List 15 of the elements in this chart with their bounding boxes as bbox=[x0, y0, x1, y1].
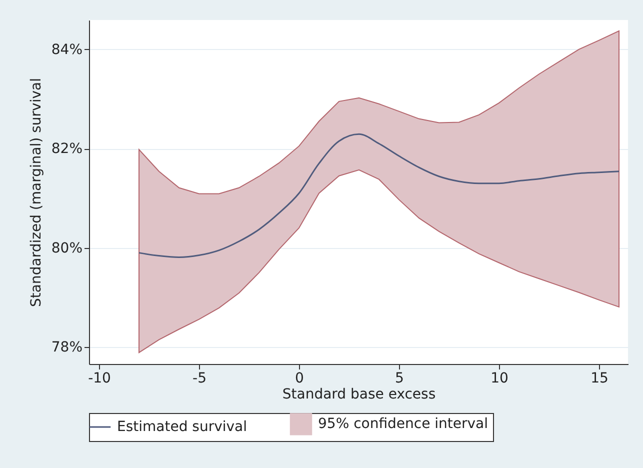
x-tick-label: -10 bbox=[88, 370, 111, 386]
y-tick-label: 84% bbox=[51, 42, 82, 58]
x-tick-label: 5 bbox=[395, 370, 404, 386]
y-axis-title: Standardized (marginal) survival bbox=[28, 78, 44, 307]
x-tick-label: 0 bbox=[295, 370, 304, 386]
x-tick-label: 15 bbox=[590, 370, 608, 386]
y-tick-label: 82% bbox=[51, 141, 82, 158]
x-tick-label: 10 bbox=[490, 370, 508, 386]
x-axis-title: Standard base excess bbox=[282, 386, 436, 402]
y-tick-label: 78% bbox=[51, 340, 82, 356]
text: 95% confidence interval bbox=[318, 416, 488, 432]
y-tick-label: 80% bbox=[51, 240, 82, 256]
x-tick-label: -5 bbox=[192, 370, 206, 386]
line-series bbox=[138, 133, 620, 258]
legend-label: Estimated survival bbox=[117, 419, 248, 435]
